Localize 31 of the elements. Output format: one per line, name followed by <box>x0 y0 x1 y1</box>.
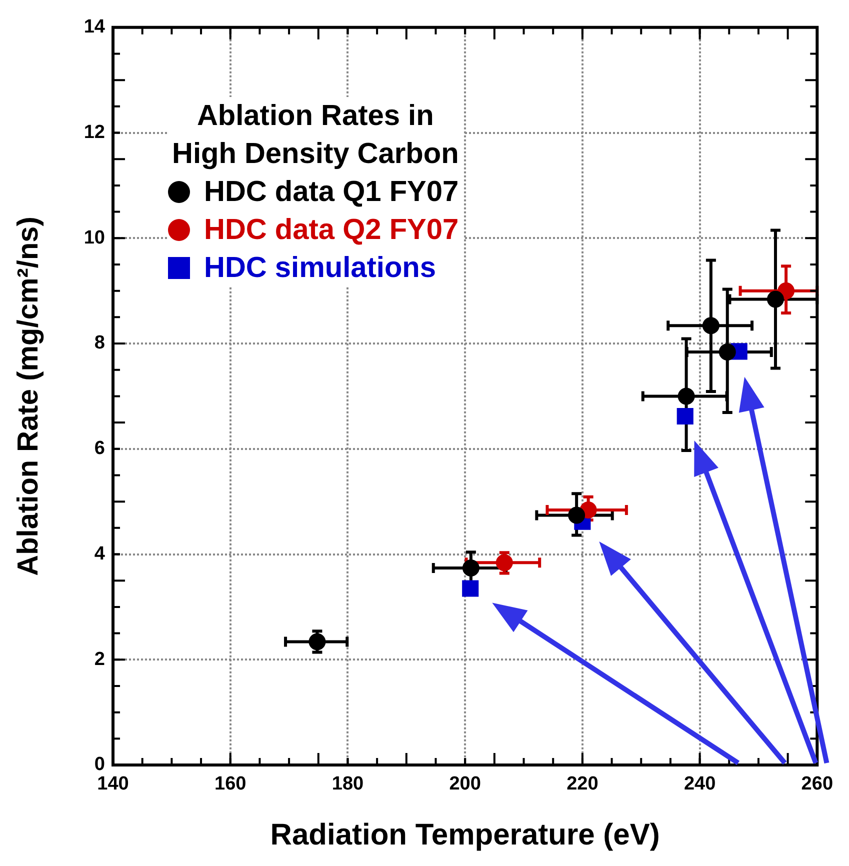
y-tick-label: 8 <box>94 332 105 354</box>
point <box>718 343 736 360</box>
y-tick-label: 2 <box>94 648 105 670</box>
x-tick-label: 220 <box>566 774 598 795</box>
x-tick-label: 240 <box>684 774 716 795</box>
point <box>568 506 586 524</box>
x-tick-label: 260 <box>801 774 833 795</box>
point <box>308 633 326 650</box>
point <box>678 388 695 405</box>
legend-label: HDC simulations <box>204 251 436 286</box>
point <box>462 559 480 576</box>
x-tick-label: 180 <box>332 774 364 795</box>
x-tick-label: 140 <box>97 774 129 795</box>
y-tick-label: 0 <box>94 754 105 776</box>
point <box>702 317 720 334</box>
point <box>676 408 694 424</box>
x-axis-title: Radiation Temperature (eV) <box>270 818 660 852</box>
point <box>496 554 513 572</box>
legend-label: HDC data Q2 FY07 <box>204 213 459 248</box>
point <box>462 580 479 597</box>
x-tick-label: 160 <box>214 774 246 795</box>
legend-label: HDC data Q1 FY07 <box>204 175 459 210</box>
legend-title: Ablation Rates in High Density Carbon <box>171 99 460 172</box>
x-tick-label: 200 <box>449 774 481 795</box>
y-tick-label: 6 <box>94 438 105 460</box>
y-tick-label: 10 <box>84 227 105 248</box>
point <box>766 290 784 308</box>
y-tick-label: 12 <box>84 122 105 144</box>
y-tick-label: 4 <box>94 543 106 564</box>
y-axis-title: Ablation Rate (mg/cm²/ns) <box>12 216 44 576</box>
y-tick-label: 14 <box>84 16 106 38</box>
